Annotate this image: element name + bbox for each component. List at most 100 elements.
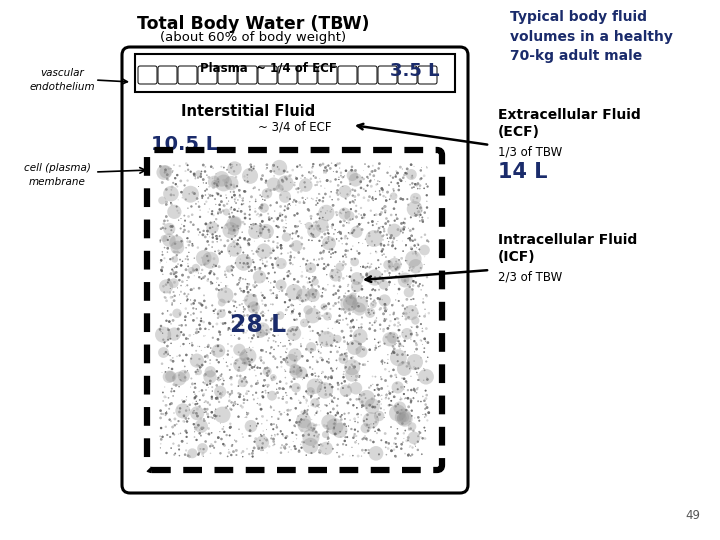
Point bbox=[272, 239, 284, 247]
Point bbox=[271, 199, 282, 207]
Point bbox=[227, 353, 238, 362]
Point bbox=[363, 219, 374, 227]
Point bbox=[271, 291, 282, 300]
Point bbox=[253, 245, 265, 253]
Point bbox=[174, 351, 186, 360]
Point bbox=[222, 362, 233, 370]
Point bbox=[251, 388, 262, 397]
Point bbox=[225, 187, 236, 196]
Point bbox=[254, 265, 266, 274]
Point bbox=[368, 423, 379, 432]
Point bbox=[306, 167, 318, 176]
Point bbox=[225, 180, 236, 189]
Point bbox=[240, 347, 251, 355]
Point bbox=[372, 256, 384, 265]
Point bbox=[248, 306, 259, 314]
Point bbox=[171, 420, 182, 429]
Point bbox=[387, 347, 399, 356]
Point bbox=[265, 300, 276, 308]
Point bbox=[308, 232, 320, 241]
Point bbox=[381, 286, 392, 294]
Point bbox=[275, 281, 287, 289]
Point bbox=[253, 315, 264, 323]
Point bbox=[165, 222, 176, 231]
Point bbox=[356, 225, 368, 234]
Point bbox=[393, 181, 405, 190]
Point bbox=[228, 220, 240, 228]
Point bbox=[197, 424, 208, 433]
Point bbox=[211, 188, 222, 197]
Point bbox=[197, 301, 208, 309]
Point bbox=[225, 404, 236, 413]
Point bbox=[323, 433, 334, 441]
Point bbox=[288, 315, 300, 323]
Point bbox=[267, 244, 279, 253]
Point bbox=[322, 216, 333, 225]
Point bbox=[338, 355, 349, 363]
Point bbox=[392, 168, 403, 177]
Point bbox=[156, 196, 168, 205]
Point bbox=[395, 176, 406, 184]
Point bbox=[347, 197, 359, 206]
Point bbox=[244, 165, 256, 174]
Point bbox=[289, 326, 301, 334]
Point bbox=[406, 406, 418, 415]
Point bbox=[284, 259, 296, 267]
Point bbox=[222, 362, 233, 370]
Point bbox=[377, 204, 388, 213]
Point bbox=[366, 286, 378, 294]
Point bbox=[370, 417, 382, 426]
Point bbox=[340, 251, 351, 259]
Point bbox=[393, 337, 405, 346]
Point bbox=[165, 310, 176, 319]
Point bbox=[163, 335, 174, 344]
Point bbox=[216, 285, 228, 294]
Point bbox=[300, 261, 311, 269]
Point bbox=[242, 236, 253, 245]
Point bbox=[337, 252, 348, 261]
Point bbox=[302, 256, 313, 265]
Point bbox=[348, 434, 359, 442]
Point bbox=[249, 265, 261, 274]
Point bbox=[255, 328, 266, 337]
Point bbox=[267, 300, 279, 309]
Point bbox=[401, 362, 413, 370]
Point bbox=[228, 302, 240, 310]
Point bbox=[237, 321, 248, 329]
Point bbox=[295, 340, 307, 348]
Point bbox=[158, 217, 170, 225]
Point bbox=[379, 267, 391, 275]
Point bbox=[302, 194, 313, 202]
Point bbox=[277, 394, 289, 403]
Point bbox=[264, 248, 276, 257]
Point bbox=[373, 385, 384, 394]
Point bbox=[405, 396, 417, 405]
Point bbox=[340, 251, 351, 259]
Point bbox=[182, 295, 194, 303]
Point bbox=[351, 395, 363, 403]
Point bbox=[267, 436, 279, 445]
Point bbox=[290, 367, 302, 376]
Point bbox=[411, 194, 423, 202]
Point bbox=[309, 291, 320, 299]
Point bbox=[241, 282, 253, 291]
Point bbox=[415, 354, 427, 362]
Point bbox=[304, 225, 315, 233]
Point bbox=[340, 386, 351, 395]
Point bbox=[392, 383, 403, 391]
Point bbox=[199, 408, 210, 417]
Point bbox=[251, 380, 262, 388]
Point bbox=[401, 362, 413, 370]
Point bbox=[383, 439, 395, 448]
Point bbox=[269, 207, 281, 215]
FancyBboxPatch shape bbox=[338, 66, 357, 84]
Point bbox=[384, 310, 396, 319]
Point bbox=[405, 424, 417, 433]
Point bbox=[228, 167, 240, 176]
Point bbox=[346, 302, 358, 311]
Point bbox=[243, 235, 255, 244]
Point bbox=[347, 242, 359, 251]
Point bbox=[161, 198, 172, 206]
Point bbox=[343, 380, 355, 389]
Point bbox=[365, 176, 377, 185]
